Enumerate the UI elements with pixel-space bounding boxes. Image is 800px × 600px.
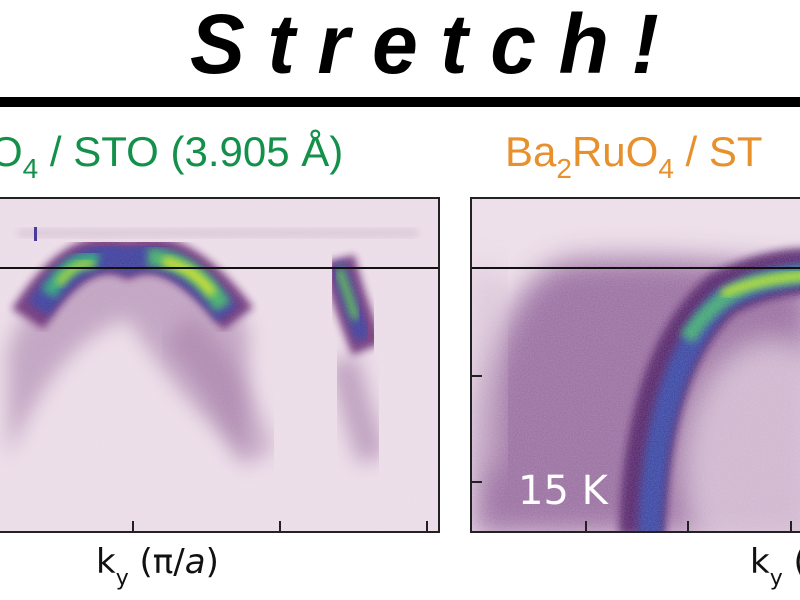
x-tick [790,521,792,531]
title-rule [0,97,800,107]
x-tick [132,521,134,531]
x-tick [585,521,587,531]
right-intensity-map [472,199,800,531]
right-x-axis-label: ky ( [750,542,800,591]
left-arpes-plot [0,197,440,533]
right-arpes-plot [470,197,800,533]
x-tick [687,521,689,531]
x-tick [426,521,428,531]
temperature-annotation: 15 K [518,468,608,514]
y-tick [472,481,482,483]
left-panel-label: O4 / STO (3.905 Å) [0,128,344,184]
left-intensity-map [0,199,438,531]
figure-title: Stretch! [190,0,682,91]
x-tick [279,521,281,531]
y-tick [472,375,482,377]
fermi-level-line [472,267,800,269]
left-x-axis-label: ky (π/a) [96,542,219,591]
fermi-level-line [0,267,438,269]
right-panel-label: Ba2RuO4 / ST [505,128,763,184]
